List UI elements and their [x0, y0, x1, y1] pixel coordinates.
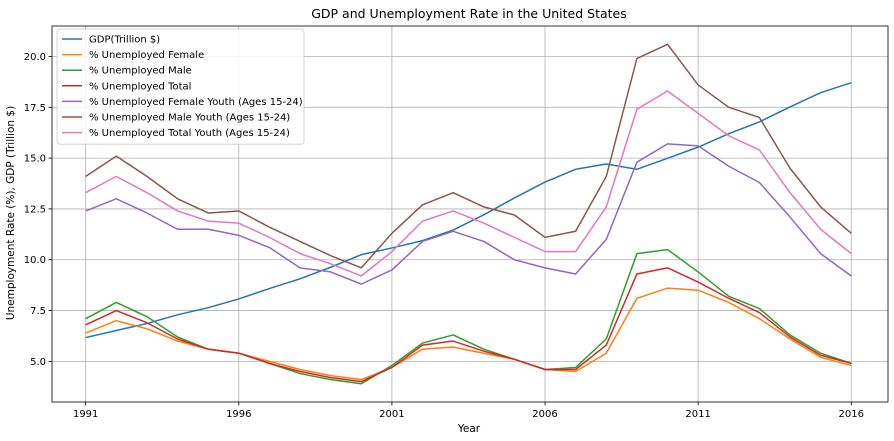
x-tick-label: 2016: [839, 409, 864, 420]
legend-label: % Unemployed Male Youth (Ages 15-24): [89, 113, 290, 124]
series-line-2: [85, 248, 852, 385]
y-axis-ticks: 5.0 7.5 10.0 12.5 15.0 17.5 20.0: [24, 52, 52, 368]
y-tick-label: 12.5: [24, 204, 46, 215]
legend-label: GDP(Trillion $): [89, 35, 160, 46]
y-tick-label: 5.0: [30, 357, 46, 368]
legend-label: % Unemployed Male: [89, 66, 192, 77]
series-line-3: [85, 267, 852, 383]
legend-label: % Unemployed Female: [89, 50, 204, 61]
legend-label: % Unemployed Total Youth (Ages 15-24): [89, 128, 290, 139]
x-axis-title: Year: [457, 423, 481, 435]
y-tick-label: 10.0: [24, 255, 46, 266]
series-line-6: [85, 90, 852, 277]
series-lines: [85, 43, 852, 385]
x-tick-label: 2006: [532, 409, 557, 420]
x-tick-label: 1996: [226, 409, 251, 420]
x-tick-label: 2011: [685, 409, 710, 420]
y-tick-label: 7.5: [30, 306, 46, 317]
x-tick-label: 2001: [379, 409, 404, 420]
series-line-4: [85, 143, 852, 285]
series-line-0: [85, 81, 852, 339]
x-axis-ticks: 1991 1996 2001 2006 2011 2016: [73, 402, 864, 420]
legend: GDP(Trillion $) % Unemployed Female % Unem…: [56, 28, 305, 145]
legend-label: % Unemployed Total: [89, 81, 191, 92]
legend-label: % Unemployed Female Youth (Ages 15-24): [89, 97, 303, 108]
plot-frame: [51, 25, 889, 403]
chart-title: GDP and Unemployment Rate in the United …: [311, 6, 627, 21]
y-axis-title: Unemployment Rate (%), GDP (Trillion $): [5, 106, 17, 320]
x-tick-label: 1991: [73, 409, 98, 420]
y-tick-label: 17.5: [24, 103, 46, 114]
legend-box: [56, 28, 305, 145]
y-tick-label: 20.0: [24, 52, 46, 63]
y-tick-label: 15.0: [24, 154, 46, 165]
series-line-5: [85, 43, 852, 269]
